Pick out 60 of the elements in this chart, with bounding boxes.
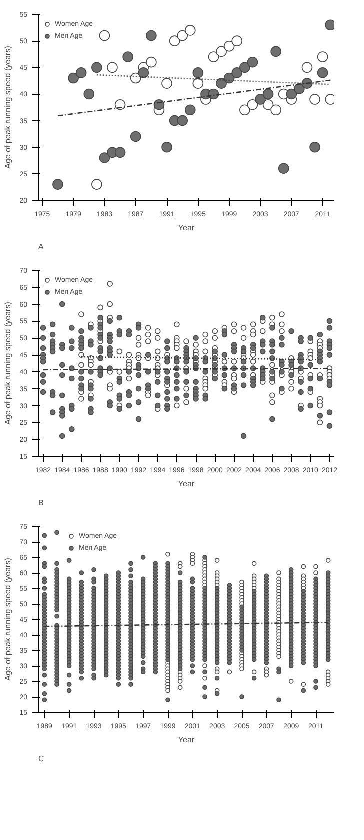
point bbox=[146, 30, 157, 42]
text: B bbox=[38, 498, 44, 508]
x-axis-title: Year bbox=[178, 224, 195, 232]
point bbox=[208, 88, 220, 100]
point bbox=[177, 115, 188, 126]
point bbox=[154, 99, 165, 110]
point bbox=[192, 68, 204, 78]
point bbox=[192, 78, 204, 89]
point bbox=[317, 52, 328, 62]
point bbox=[177, 30, 188, 42]
point bbox=[262, 88, 274, 100]
point bbox=[146, 56, 157, 68]
point bbox=[76, 68, 87, 78]
point bbox=[184, 104, 196, 116]
point bbox=[184, 25, 196, 36]
point bbox=[68, 72, 79, 84]
point bbox=[278, 163, 290, 174]
point bbox=[99, 152, 110, 164]
point bbox=[270, 46, 282, 58]
point bbox=[216, 78, 227, 89]
point bbox=[224, 72, 235, 84]
point bbox=[208, 52, 220, 62]
point bbox=[162, 78, 172, 89]
x-axis-title: Year bbox=[178, 736, 195, 744]
point bbox=[130, 131, 142, 142]
point bbox=[310, 94, 320, 105]
point bbox=[122, 52, 134, 62]
point bbox=[92, 62, 102, 74]
point bbox=[138, 68, 150, 78]
point bbox=[262, 99, 274, 110]
point bbox=[240, 62, 250, 74]
point bbox=[216, 46, 227, 58]
point bbox=[130, 72, 142, 84]
point bbox=[169, 36, 180, 46]
point bbox=[310, 142, 320, 153]
text: C bbox=[38, 754, 44, 764]
point bbox=[232, 36, 243, 46]
point bbox=[302, 62, 313, 74]
y-axis-title: Age of peak running speed (years) bbox=[4, 558, 13, 681]
point bbox=[232, 68, 243, 78]
point bbox=[286, 88, 298, 100]
y-axis-title: Age of peak running speed (years) bbox=[4, 46, 13, 169]
point bbox=[114, 147, 126, 158]
point bbox=[224, 40, 235, 52]
point bbox=[114, 99, 126, 110]
point bbox=[99, 30, 110, 42]
text: A bbox=[38, 242, 44, 252]
point bbox=[317, 68, 328, 78]
point bbox=[247, 99, 258, 110]
point bbox=[92, 179, 102, 190]
point bbox=[247, 56, 258, 68]
point bbox=[52, 179, 64, 190]
y-axis-title: Age of peak running speed (years) bbox=[4, 302, 13, 425]
point bbox=[162, 142, 172, 153]
point bbox=[84, 88, 95, 100]
point bbox=[270, 104, 282, 116]
point bbox=[107, 62, 118, 74]
x-axis-title: Year bbox=[178, 480, 195, 488]
point bbox=[240, 104, 250, 116]
point bbox=[255, 94, 266, 105]
